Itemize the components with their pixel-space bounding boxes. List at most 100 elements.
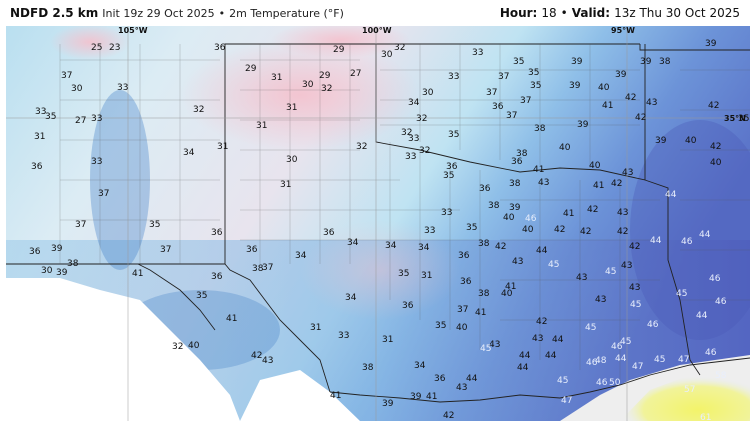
temperature-value: 38: [252, 264, 264, 274]
temperature-value: 33: [472, 48, 483, 58]
temperature-value: 43: [622, 168, 633, 178]
temperature-value: 42: [580, 227, 591, 237]
temperature-value: 43: [595, 295, 606, 305]
temperature-value: 38: [516, 149, 528, 159]
mexico-blank: [6, 278, 240, 421]
graticule: [6, 26, 750, 421]
temperature-value: 42: [710, 142, 721, 152]
temperature-value: 40: [559, 143, 571, 153]
temperature-value: 40: [501, 289, 513, 299]
meridian-105w: 105°W: [118, 26, 148, 35]
temperature-value: 46: [709, 274, 721, 284]
temperature-value: 45: [654, 355, 665, 365]
temperature-value: 46: [586, 358, 598, 368]
mexico-blank-2: [240, 370, 360, 421]
temperature-value: 33: [91, 157, 102, 167]
temperature-value: 41: [505, 282, 516, 292]
temperature-value: 38: [534, 124, 546, 134]
temperature-value: 42: [495, 242, 506, 252]
temperature-value: 33: [424, 226, 435, 236]
meridian-95w: 95°W: [611, 26, 635, 35]
temperature-value: 46: [681, 237, 693, 247]
temperature-value: 36: [434, 374, 446, 384]
temperature-value: 35: [398, 269, 409, 279]
temperature-value: 36: [323, 228, 335, 238]
temperature-value: 43: [576, 273, 587, 283]
temperature-value: 33: [91, 114, 102, 124]
valid-value: 13z Thu 30 Oct 2025: [614, 6, 740, 20]
temperature-value: 31: [271, 73, 282, 83]
parallel-35n: 35°N: [724, 114, 746, 123]
temperature-value: 32: [419, 146, 430, 156]
temperature-value: 33: [405, 152, 416, 162]
temperature-value: 39: [51, 244, 63, 254]
temperature-value: 29: [319, 71, 331, 81]
temperature-value: 43: [621, 261, 632, 271]
temperature-value: 30: [41, 266, 53, 276]
temperature-value: 45: [676, 289, 687, 299]
temperature-value: 38: [478, 239, 490, 249]
temperature-value: 42: [611, 179, 622, 189]
temperature-value: 46: [715, 297, 727, 307]
temperature-value: 36: [479, 184, 491, 194]
temperature-value: 39: [640, 57, 652, 67]
temperature-value: 39: [571, 57, 583, 67]
header-right: Hour: 18 • Valid: 13z Thu 30 Oct 2025: [500, 6, 740, 20]
temperature-value: 33: [35, 107, 46, 117]
temperature-value: 44: [696, 311, 708, 321]
temperature-value: 38: [659, 57, 671, 67]
temperature-map: 105°W 100°W 95°W 35°N 25 23 36 29 30 32 33 35 39…: [0, 26, 750, 421]
temperature-value: 39: [615, 70, 627, 80]
temperature-value: 37: [457, 305, 468, 315]
temperature-value: 43: [538, 178, 549, 188]
separator-2: •: [560, 6, 568, 20]
temperature-value: 36: [460, 277, 472, 287]
temperature-value: 42: [554, 225, 565, 235]
separator: •: [218, 6, 226, 20]
temperature-value: 27: [350, 69, 361, 79]
temperature-value: 45: [557, 376, 568, 386]
temperature-value: 37: [61, 71, 72, 81]
temperature-value: 41: [602, 101, 613, 111]
temperature-value: 44: [536, 246, 548, 256]
temperature-value: 31: [34, 132, 45, 142]
temperature-value: 35: [443, 171, 454, 181]
temperature-value: 37: [75, 220, 86, 230]
temperature-value: 39: [569, 81, 581, 91]
temperature-value: 31: [217, 142, 228, 152]
init-time: Init 19z 29 Oct 2025: [102, 6, 215, 20]
temperature-value: 31: [256, 121, 267, 131]
temperature-value: 35: [435, 321, 446, 331]
temperature-value: 35: [530, 81, 541, 91]
cold-area-colorado: [50, 26, 130, 60]
warm-area-east: [630, 120, 750, 340]
temperature-value: 44: [545, 351, 557, 361]
temperature-value: 34: [418, 243, 430, 253]
temperature-value: 44: [665, 190, 677, 200]
temperature-value: 34: [414, 361, 426, 371]
temperature-value: 47: [678, 355, 689, 365]
temperature-value: 34: [385, 241, 397, 251]
model-name: NDFD 2.5 km: [10, 6, 99, 20]
temperature-value: 43: [532, 334, 543, 344]
temperature-value: 36: [458, 251, 470, 261]
temperature-value: 45: [480, 344, 491, 354]
temperature-value: 31: [280, 180, 291, 190]
temperature-value: 37: [160, 245, 171, 255]
temperature-value: 42: [587, 205, 598, 215]
temperature-value: 42: [617, 227, 628, 237]
temperature-value: 44: [552, 335, 564, 345]
temperature-value: 45: [620, 337, 631, 347]
temperature-value: 39: [655, 136, 667, 146]
temperature-value: 41: [563, 209, 574, 219]
temperature-value: 44: [517, 363, 529, 373]
temperature-value: 43: [489, 340, 500, 350]
temperature-value: 44: [466, 374, 478, 384]
temperature-value: 38: [478, 289, 490, 299]
temperature-value: 39: [56, 268, 68, 278]
temperature-value: 36: [214, 43, 226, 53]
temperature-value: 35: [466, 223, 477, 233]
temperature-value: 33: [448, 72, 459, 82]
meridian-100w: 100°W: [362, 26, 392, 35]
